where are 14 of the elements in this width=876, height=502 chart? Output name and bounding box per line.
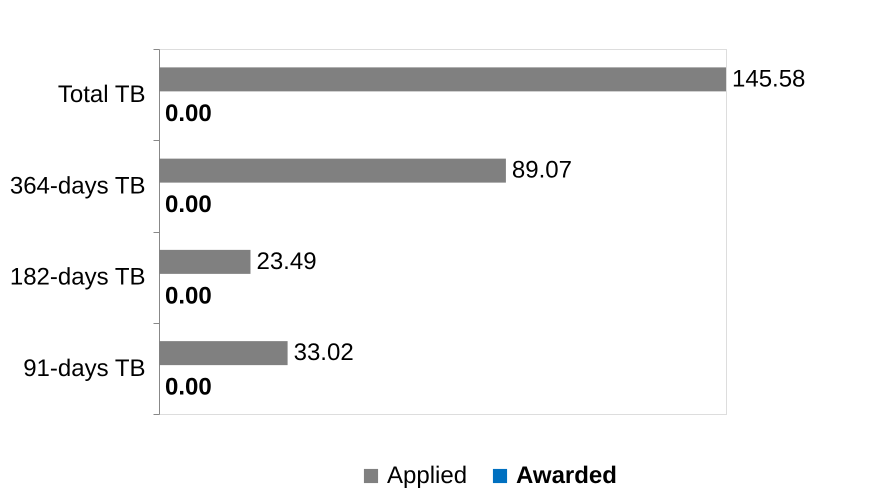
legend-label: Awarded [516,462,617,489]
data-label: 33.02 [294,339,354,366]
data-label: 23.49 [256,248,317,275]
y-tick-label: 364-days TB [10,172,146,200]
data-label: 145.58 [732,65,806,92]
y-tick-label: Total TB [58,81,146,108]
data-label: 89.07 [512,156,572,184]
data-label: 0.00 [165,374,212,401]
data-label: 0.00 [165,100,212,127]
y-tick-label: 91-days TB [23,354,146,382]
data-label: 0.00 [165,282,212,310]
data-label: 0.00 [165,191,212,218]
y-tick-label: 182-days TB [10,264,146,291]
legend-label: Applied [387,462,468,489]
